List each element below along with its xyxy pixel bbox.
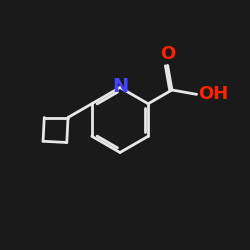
Text: N: N	[112, 78, 128, 96]
Text: OH: OH	[198, 85, 228, 103]
Text: O: O	[160, 46, 175, 64]
